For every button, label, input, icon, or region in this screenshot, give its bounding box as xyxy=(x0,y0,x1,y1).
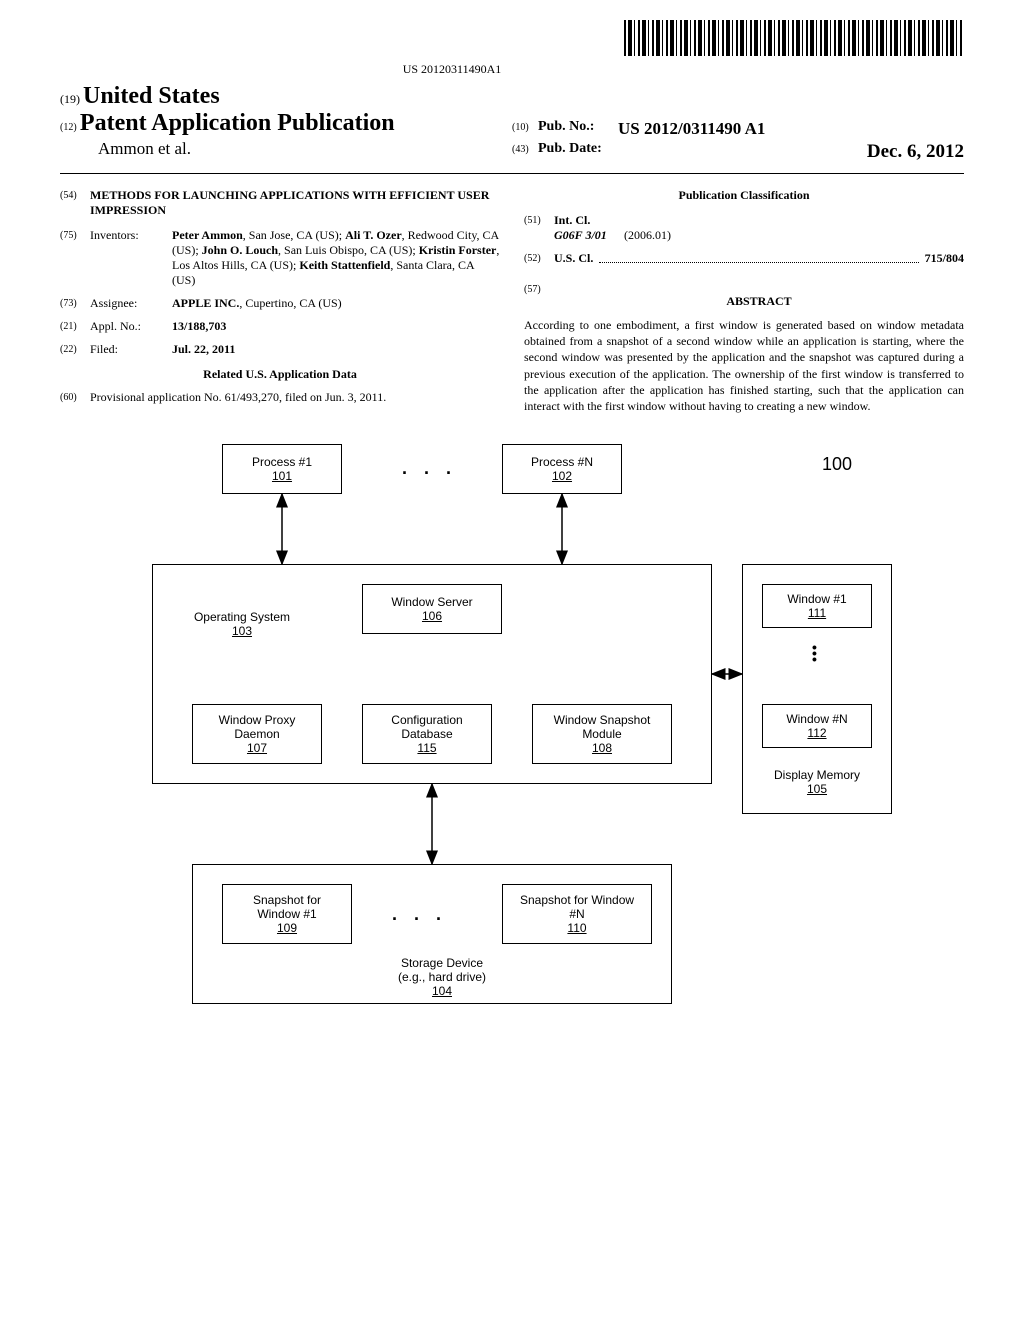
pub-title-line: (12) Patent Application Publication xyxy=(60,110,512,137)
diagram-box-snapmod: Window SnapshotModule108 xyxy=(532,704,672,764)
related-heading: Related U.S. Application Data xyxy=(60,367,500,382)
pubno-prefix: (10) xyxy=(512,119,538,139)
inventors-value: Peter Ammon, San Jose, CA (US); Ali T. O… xyxy=(172,228,500,288)
abstract-text: According to one embodiment, a first win… xyxy=(524,317,964,414)
diagram-box-os_label: Operating System103 xyxy=(172,594,312,654)
filed-num: (22) xyxy=(60,342,90,357)
country: United States xyxy=(83,83,220,109)
diagram-box-winn: Window #N112 xyxy=(762,704,872,748)
title-value: METHODS FOR LAUNCHING APPLICATIONS WITH … xyxy=(90,188,500,218)
pub-prefix: (12) xyxy=(60,122,77,133)
inventors-label: Inventors: xyxy=(90,228,172,288)
abstract-heading: ABSTRACT xyxy=(554,294,964,309)
classification-heading: Publication Classification xyxy=(524,188,964,203)
applno-value: 13/188,703 xyxy=(172,319,500,334)
title-num: (54) xyxy=(60,188,90,218)
diagram-box-win1: Window #1111 xyxy=(762,584,872,628)
country-prefix: (19) xyxy=(60,92,80,106)
barcode-text: US 20120311490A1 xyxy=(60,62,844,77)
pubdate-value: Dec. 6, 2012 xyxy=(618,141,964,163)
pubno-label: Pub. No.: xyxy=(538,119,618,139)
country-line: (19) United States xyxy=(60,83,512,110)
barcode xyxy=(624,20,964,56)
filed-value: Jul. 22, 2011 xyxy=(172,342,500,357)
assignee-value: APPLE INC., Cupertino, CA (US) xyxy=(172,296,500,311)
intcl-label: Int. Cl. xyxy=(554,213,590,228)
ellipsis: . . . xyxy=(402,458,457,479)
diagram-box-snap1: Snapshot forWindow #1109 xyxy=(222,884,352,944)
ellipsis-vertical: ••• xyxy=(812,644,817,662)
diagram-box-procn: Process #N102 xyxy=(502,444,622,494)
uscl-value: 715/804 xyxy=(925,251,964,266)
ellipsis: . . . xyxy=(392,904,447,925)
assignee-label: Assignee: xyxy=(90,296,172,311)
provisional-num: (60) xyxy=(60,390,90,405)
intcl-num: (51) xyxy=(524,213,554,228)
pubdate-label: Pub. Date: xyxy=(538,141,618,163)
diagram-box-proc1: Process #1101 xyxy=(222,444,342,494)
barcode-area: US 20120311490A1 xyxy=(60,20,964,77)
authors: Ammon et al. xyxy=(60,139,512,159)
applno-label: Appl. No.: xyxy=(90,319,172,334)
pubno-value: US 2012/0311490 A1 xyxy=(618,119,964,139)
diagram-box-storage_label: Storage Device(e.g., hard drive)104 xyxy=(372,954,512,999)
uscl-dots xyxy=(599,251,918,263)
filed-label: Filed: xyxy=(90,342,172,357)
intcl-date: (2006.01) xyxy=(624,228,671,243)
provisional-value: Provisional application No. 61/493,270, … xyxy=(90,390,500,405)
divider xyxy=(60,173,964,174)
assignee-num: (73) xyxy=(60,296,90,311)
applno-num: (21) xyxy=(60,319,90,334)
pubdate-prefix: (43) xyxy=(512,141,538,163)
figure-diagram: 100 Process #1101 Process #N102 Operating … xyxy=(132,444,892,1064)
abstract-num: (57) xyxy=(524,282,554,317)
diagram-box-config: ConfigurationDatabase115 xyxy=(362,704,492,764)
figure-number: 100 xyxy=(822,454,852,475)
uscl-num: (52) xyxy=(524,251,554,266)
uscl-label: U.S. Cl. xyxy=(554,251,593,266)
diagram-box-snapn: Snapshot for Window#N110 xyxy=(502,884,652,944)
intcl-code: G06F 3/01 xyxy=(524,228,624,243)
diagram-box-dispmem: Display Memory105 xyxy=(757,762,877,802)
inventors-num: (75) xyxy=(60,228,90,288)
diagram-box-winserver: Window Server106 xyxy=(362,584,502,634)
diagram-box-proxy: Window ProxyDaemon107 xyxy=(192,704,322,764)
pub-title: Patent Application Publication xyxy=(80,110,395,136)
